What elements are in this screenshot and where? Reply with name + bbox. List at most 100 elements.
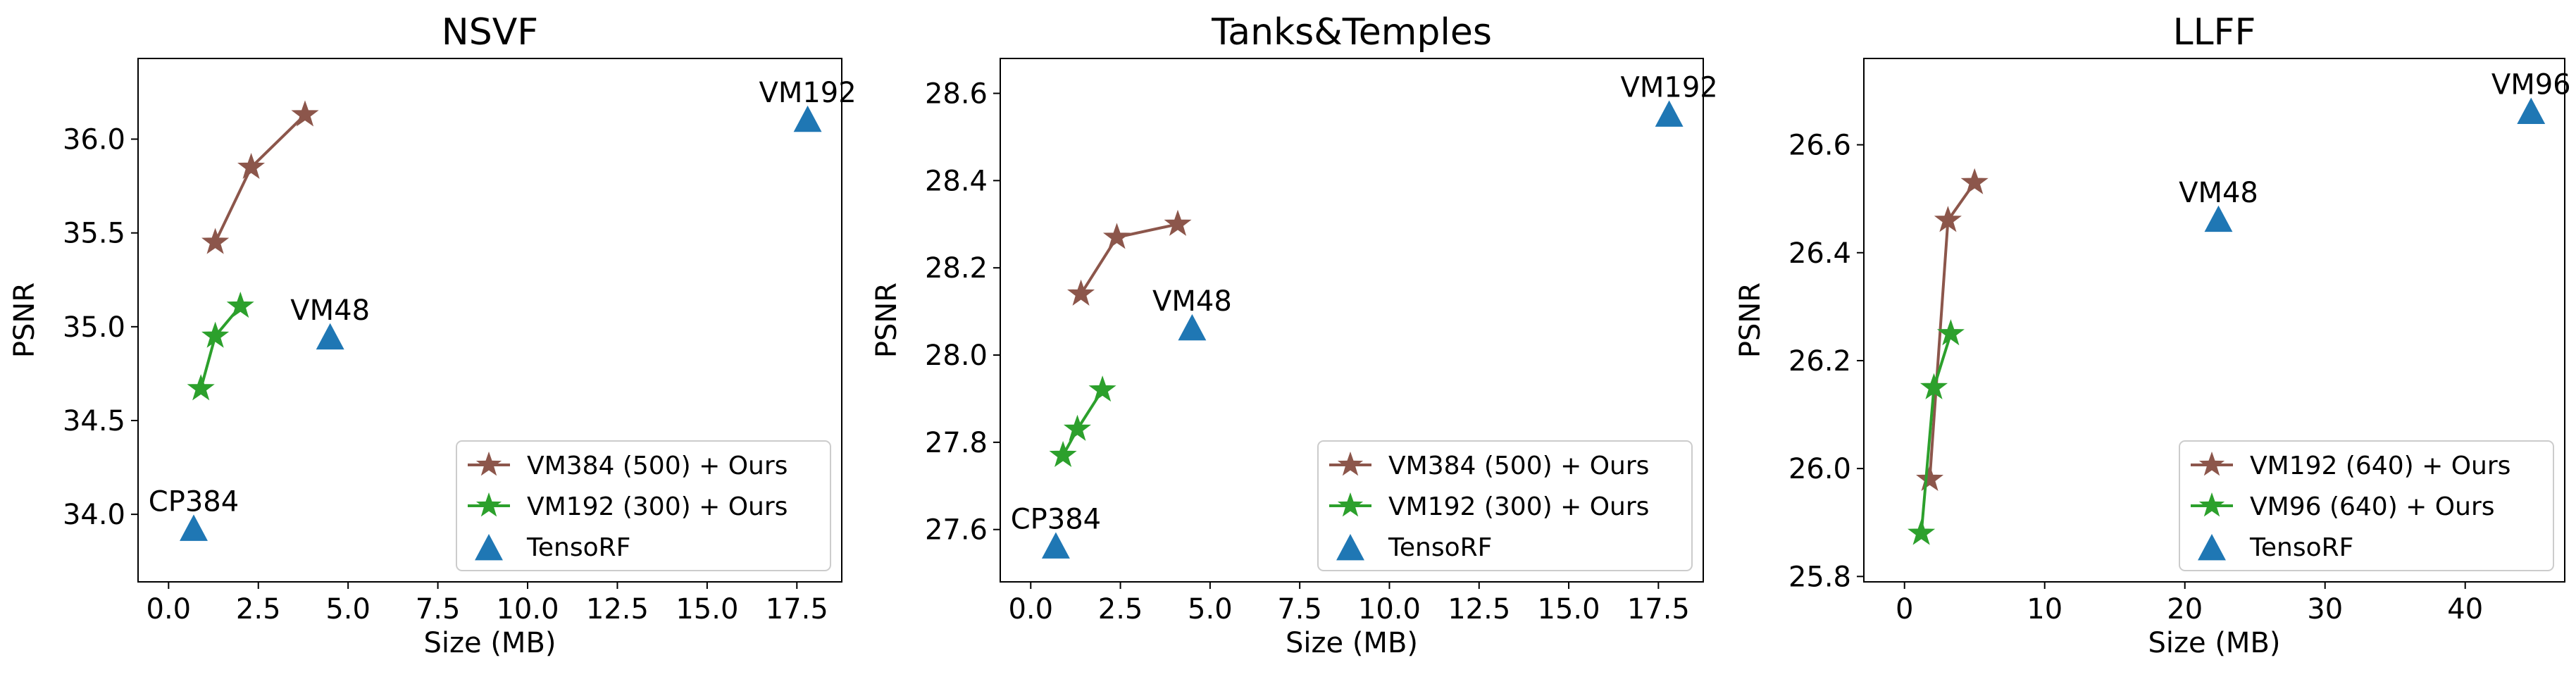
legend-star-icon (475, 492, 502, 517)
star-marker (1934, 206, 1962, 232)
chart-panel-3: LLFF 0 10 20 30 40 25.8 26.0 26.2 26.4 26.6 Size (M… (1734, 11, 2571, 659)
star-marker (1960, 168, 1989, 194)
point-label: VM48 (290, 294, 370, 327)
chart-panel-2: Tanks&Temples 0.0 2.5 5.0 7.5 10.0 12.5 15.0 17.… (871, 11, 1718, 659)
series-vm384-500-ours (201, 100, 319, 254)
star-marker (226, 291, 254, 318)
legend-star-icon (475, 452, 502, 476)
x-tick-label: 0 (1896, 593, 1913, 626)
x-tick-label: 40 (2447, 593, 2483, 626)
series-line (213, 113, 306, 243)
x-tick-label: 7.5 (416, 593, 461, 626)
star-marker (1936, 319, 1965, 346)
series-line (199, 305, 242, 390)
y-tick-label: 35.0 (63, 311, 125, 344)
legend-triangle-icon (1336, 534, 1364, 561)
star-marker (1063, 414, 1091, 441)
plot-frame (137, 58, 842, 583)
legend: VM384 (500) + Ours VM192 (300) + Ours Tens… (456, 440, 831, 571)
star-marker (201, 228, 230, 254)
legend-star-icon (1337, 492, 1364, 517)
legend-box (2179, 440, 2554, 571)
x-tick-label: 10.0 (496, 593, 559, 626)
triangle-marker (1178, 313, 1207, 341)
x-tick-label: 12.5 (586, 593, 649, 626)
triangle-marker (2517, 97, 2546, 124)
legend-entry: VM96 (640) + Ours (2250, 492, 2495, 521)
star-marker (1164, 209, 1192, 236)
star-marker (1049, 440, 1077, 468)
y-tick-label: 35.5 (63, 218, 125, 250)
star-marker (1088, 375, 1116, 402)
y-tick-label: 28.0 (925, 340, 988, 372)
legend-box (456, 440, 831, 571)
y-tick-label: 34.5 (63, 405, 125, 437)
point-label: CP384 (149, 485, 239, 518)
x-tick-label: 2.5 (236, 593, 281, 626)
chart-title: NSVF (442, 11, 538, 54)
y-axis-label: PSNR (8, 282, 41, 358)
y-tick-label: 34.0 (63, 499, 125, 531)
star-marker (1908, 518, 1936, 545)
point-label: VM192 (1621, 71, 1718, 104)
star-marker (1919, 373, 1948, 399)
y-tick-label: 25.8 (1788, 561, 1851, 593)
legend: VM384 (500) + Ours VM192 (300) + Ours Tens… (1317, 440, 1693, 571)
x-tick-label: 0.0 (147, 593, 192, 626)
y-tick-label: 26.2 (1788, 345, 1851, 378)
point-label: CP384 (1011, 503, 1101, 535)
series-tensorf: VM192 VM48 CP384 (149, 77, 857, 541)
triangle-marker (1655, 100, 1684, 127)
x-tick-label: 0.0 (1008, 593, 1053, 626)
x-tick-label: 17.5 (766, 593, 828, 626)
legend-star-icon (2198, 452, 2225, 476)
series-vm384-500-ours (1067, 209, 1192, 306)
x-tick-label: 5.0 (1188, 593, 1233, 626)
y-tick-label: 27.6 (925, 514, 988, 547)
series-vm192-300-ours (187, 291, 254, 401)
legend-entry: TensoRF (1388, 533, 1492, 562)
legend: VM192 (640) + Ours VM96 (640) + Ours Tenso… (2179, 440, 2554, 571)
x-tick-label: 20 (2167, 593, 2203, 626)
triangle-marker (1041, 532, 1070, 559)
y-axis-label: PSNR (871, 282, 903, 358)
point-label: VM48 (1152, 285, 1232, 318)
star-marker (187, 374, 215, 401)
legend-box (1317, 440, 1693, 571)
x-axis-label: Size (MB) (1286, 627, 1418, 659)
legend-entry: TensoRF (526, 533, 630, 562)
legend-star-icon (1337, 452, 1364, 476)
legend-entry: VM384 (500) + Ours (1388, 452, 1649, 480)
x-tick-label: 12.5 (1448, 593, 1510, 626)
series-tensorf: VM96 VM48 (2179, 69, 2571, 232)
series-vm96-640-ours (1908, 319, 1965, 545)
triangle-marker (180, 514, 208, 541)
plot-frame (1863, 58, 2565, 583)
y-tick-label: 27.8 (925, 427, 988, 459)
x-tick-label: 10.0 (1358, 593, 1421, 626)
x-tick-label: 7.5 (1277, 593, 1322, 626)
x-axis-label: Size (MB) (424, 627, 556, 659)
star-marker (237, 152, 266, 180)
legend-entry: VM192 (300) + Ours (527, 492, 788, 521)
series-line (1919, 333, 1953, 534)
star-marker (1916, 464, 1944, 492)
star-marker (291, 100, 319, 127)
legend-entry: VM384 (500) + Ours (527, 452, 788, 480)
y-tick-label: 28.2 (925, 252, 988, 285)
series-vm192-300-ours (1049, 375, 1116, 468)
triangle-marker (793, 105, 822, 132)
chart-panel-1: NSVF 0.0 2.5 5.0 7.5 10.0 12.5 15.0 17.5 34.0 34.5… (8, 11, 857, 659)
series-line (1079, 223, 1178, 295)
y-tick-label: 36.0 (63, 124, 125, 156)
plot-frame (1000, 58, 1704, 583)
x-tick-label: 17.5 (1627, 593, 1690, 626)
legend-entry: VM192 (640) + Ours (2250, 452, 2510, 480)
x-tick-label: 30 (2307, 593, 2343, 626)
star-marker (1102, 223, 1131, 249)
star-marker (1067, 279, 1095, 306)
y-tick-label: 26.0 (1788, 453, 1851, 485)
x-axis-label: Size (MB) (2148, 627, 2281, 659)
x-tick-label: 2.5 (1098, 593, 1143, 626)
